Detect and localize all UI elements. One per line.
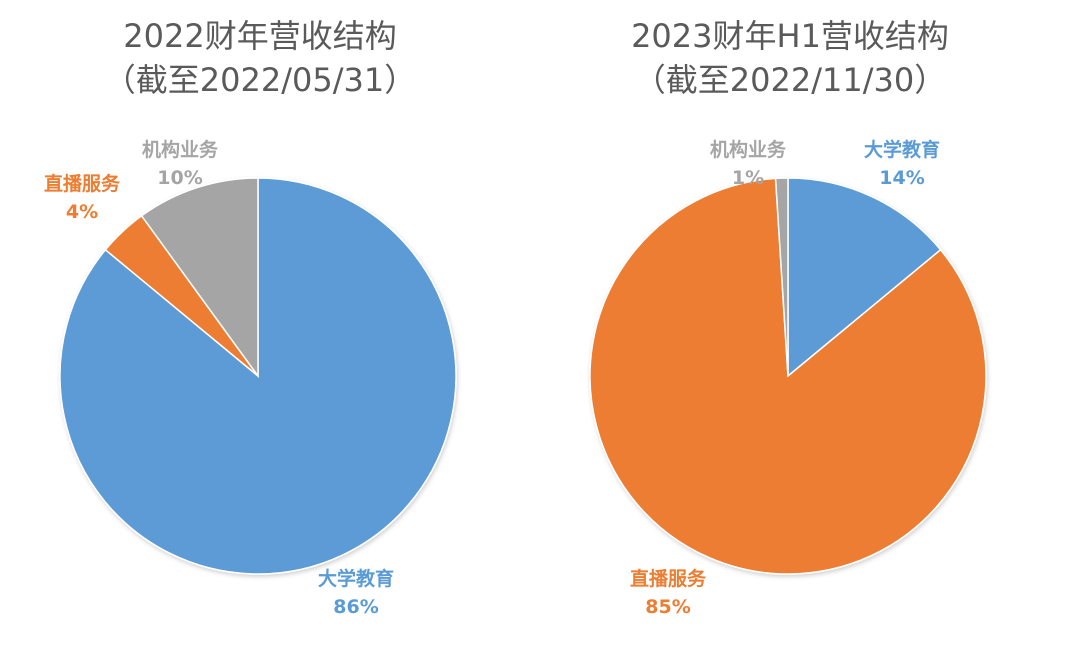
pie-2-slice-1-value-label: 14%	[879, 167, 924, 189]
pie-1-slice-1-value-label: 86%	[333, 596, 378, 618]
pie-1-slice-1-name-label: 大学教育	[318, 567, 394, 590]
pie-2-slice-3-name-label: 机构业务	[710, 138, 787, 161]
pie-1-slice-2-name-label: 直播服务	[44, 172, 121, 195]
chart-1-title: 2022财年营收结构	[123, 17, 397, 55]
pie-1	[59, 177, 457, 575]
pie-2-slice-3	[774, 177, 789, 377]
pie-2-slice-1-name-label: 大学教育	[864, 138, 940, 161]
chart-2-subtitle: （截至2022/11/30）	[633, 61, 947, 99]
pie-2	[589, 177, 987, 575]
pie-1-slice-1	[59, 177, 457, 575]
chart-2-title: 2023财年H1营收结构	[631, 17, 949, 55]
pie-1-slice-3-value-label: 10%	[157, 167, 202, 189]
pie-2-slice-2	[589, 177, 987, 575]
chart-2-title-block: 2023财年H1营收结构 （截至2022/11/30）	[590, 14, 990, 102]
pie-2-slice-2-name-label: 直播服务	[630, 567, 707, 590]
pie-2-slice-2-value-label: 85%	[645, 596, 690, 618]
pie-2-slice-3-value-label: 1%	[732, 167, 764, 189]
chart-1-subtitle: （截至2022/05/31）	[103, 61, 417, 99]
pie-1-slice-3-name-label: 机构业务	[142, 138, 219, 161]
pie-2-slice-1	[787, 177, 942, 378]
chart-1-title-block: 2022财年营收结构 （截至2022/05/31）	[60, 14, 460, 102]
pie-1-slice-2-value-label: 4%	[66, 201, 98, 223]
pie-1-slice-3	[140, 177, 259, 379]
